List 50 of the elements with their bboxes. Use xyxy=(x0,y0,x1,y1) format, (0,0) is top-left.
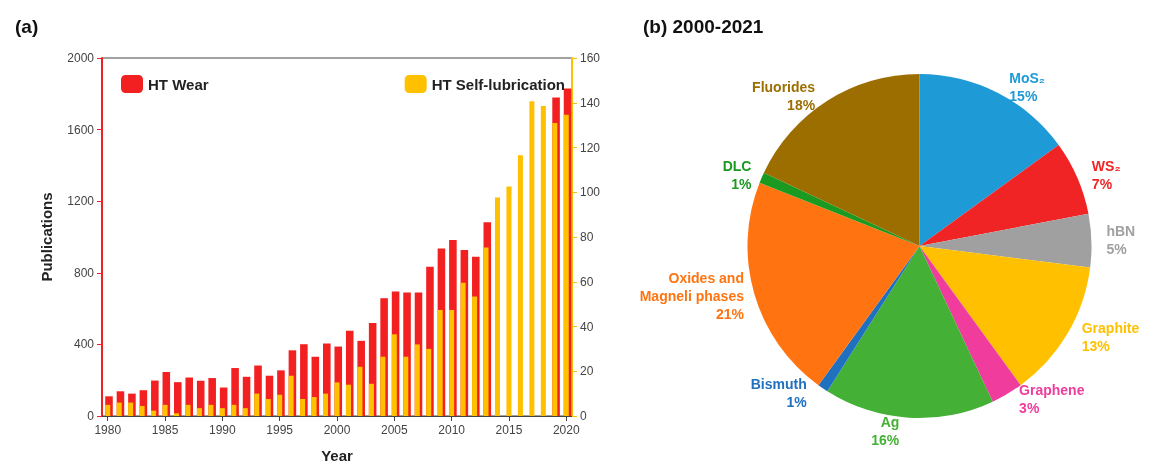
slice-label: Graphene xyxy=(1019,382,1085,399)
data-label: 3% xyxy=(1019,400,1040,417)
x-tick-label: 1990 xyxy=(209,423,237,437)
y2-tick-label: 40 xyxy=(580,319,594,334)
y2-tick-label: 80 xyxy=(580,230,594,244)
y-tick-label: 0 xyxy=(87,409,95,423)
legend-label: HT Wear xyxy=(148,75,209,93)
legend-label: HT Self-lubrication xyxy=(431,75,566,93)
slice-label: Graphite xyxy=(1081,319,1140,336)
y2-tick-label: 120 xyxy=(580,140,601,155)
slice-label: Bismuth xyxy=(750,376,807,393)
data-label: 7% xyxy=(1091,176,1113,193)
slice-label: Ag xyxy=(880,414,900,431)
y-tick-label: 1200 xyxy=(67,194,95,209)
y2-tick-label: 100 xyxy=(580,185,601,200)
slice-label: Oxides and Magneli phases xyxy=(639,269,745,304)
x-tick-label: 1985 xyxy=(151,423,179,437)
y2-tick-label: 160 xyxy=(580,51,601,65)
slice-label: DLC xyxy=(722,158,752,175)
slice-label: MoS₂ xyxy=(1009,70,1046,87)
x-axis-title: Year xyxy=(321,447,354,464)
x-tick-label: 1995 xyxy=(266,423,294,437)
y2-tick-label: 60 xyxy=(580,274,594,289)
slice-label: Fluorides xyxy=(752,78,816,95)
x-tick-label: 2010 xyxy=(438,423,466,437)
data-label: 1% xyxy=(786,394,808,411)
chart-title: (a) xyxy=(15,16,39,37)
data-label: 21% xyxy=(715,305,745,322)
x-tick-label: 2020 xyxy=(552,423,580,437)
y-tick-label: 400 xyxy=(73,337,95,352)
x-tick-label: 1980 xyxy=(94,423,122,437)
y2-tick-label: 140 xyxy=(580,95,601,110)
x-tick-label: 2015 xyxy=(495,423,523,437)
y-axis-title: Publications xyxy=(38,192,55,282)
y-tick-label: 2000 xyxy=(67,51,95,65)
data-label: 13% xyxy=(1081,337,1111,354)
slice-label: hBN xyxy=(1106,223,1136,240)
y2-tick-label: 20 xyxy=(580,364,594,379)
data-label: 5% xyxy=(1106,241,1128,258)
data-label: 18% xyxy=(787,96,816,113)
y2-tick-label: 0 xyxy=(580,409,587,423)
data-label: 15% xyxy=(1009,88,1038,105)
slice-label: WS₂ xyxy=(1091,158,1121,175)
data-label: 16% xyxy=(871,432,900,449)
chart-title: (b) 2000-2021 xyxy=(643,16,764,37)
x-tick-label: 2005 xyxy=(380,423,408,437)
x-tick-label: 2000 xyxy=(323,423,351,437)
y-tick-label: 1600 xyxy=(67,122,95,137)
y-tick-label: 800 xyxy=(73,265,95,280)
data-label: 1% xyxy=(731,176,753,193)
